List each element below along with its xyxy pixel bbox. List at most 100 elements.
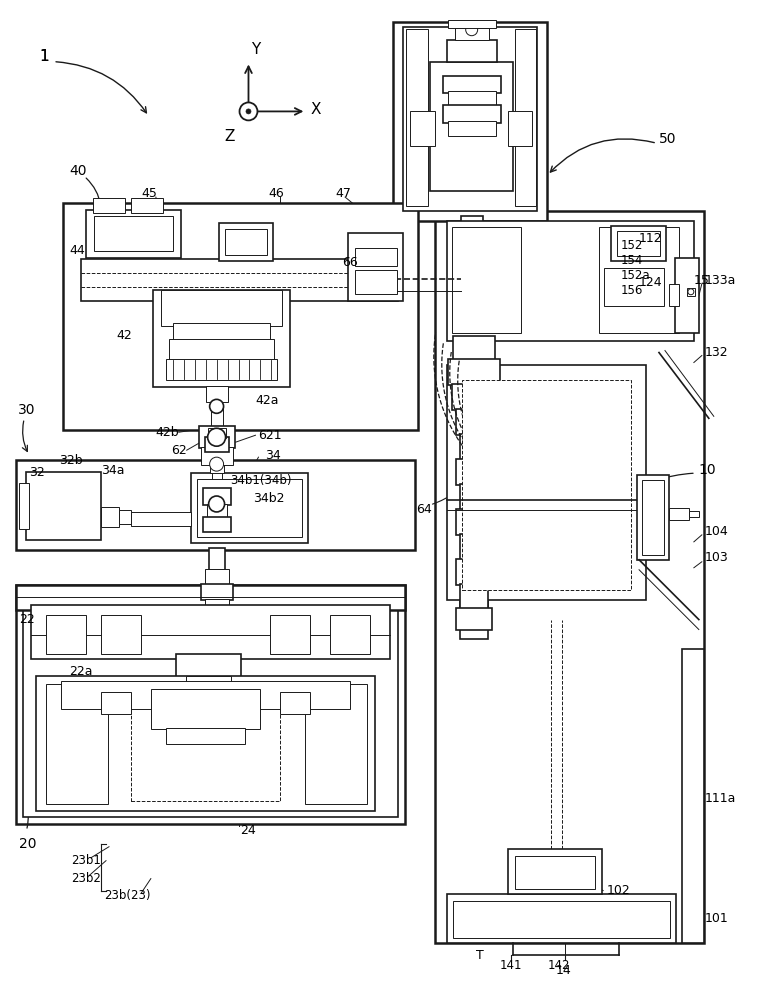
Bar (456, 459, 491, 485)
Text: 133a: 133a (705, 274, 736, 287)
Bar (206, 386, 228, 402)
Bar (507, 849, 602, 894)
Text: 23b1: 23b1 (71, 854, 101, 867)
Bar (166, 728, 245, 744)
Bar (637, 475, 669, 560)
Bar (16, 585, 405, 824)
Bar (209, 449, 224, 473)
Bar (453, 336, 494, 361)
Text: 22a: 22a (69, 665, 92, 678)
Bar (430, 62, 513, 191)
Text: 42a: 42a (255, 394, 279, 407)
Text: 111a: 111a (705, 792, 736, 805)
Text: 22: 22 (19, 613, 35, 626)
Bar (131, 683, 280, 801)
Bar (16, 585, 405, 610)
Bar (447, 221, 694, 341)
Text: 112: 112 (639, 232, 662, 245)
Bar (393, 22, 547, 221)
Bar (196, 479, 303, 537)
Bar (461, 216, 483, 266)
Bar (617, 231, 660, 256)
Bar (211, 405, 222, 430)
Bar (166, 359, 277, 380)
Bar (160, 290, 283, 326)
Text: 32b: 32b (59, 454, 83, 467)
Bar (403, 27, 537, 211)
Bar (675, 258, 699, 333)
Bar (611, 226, 666, 261)
Bar (47, 615, 86, 654)
Circle shape (208, 428, 225, 446)
Bar (406, 29, 428, 206)
Bar (270, 615, 310, 654)
Text: 23b2: 23b2 (71, 872, 101, 885)
Text: 66: 66 (342, 256, 358, 269)
Text: Y: Y (251, 42, 261, 57)
Text: 621: 621 (258, 429, 282, 442)
Text: 124: 124 (639, 276, 662, 289)
Bar (212, 464, 222, 490)
Bar (410, 111, 435, 146)
Bar (466, 306, 478, 430)
Bar (456, 409, 491, 435)
Text: T: T (476, 949, 484, 962)
Bar (355, 270, 397, 294)
Bar (93, 198, 125, 213)
Bar (205, 599, 228, 615)
Bar (205, 437, 228, 452)
Bar (219, 223, 274, 261)
Bar (306, 684, 367, 804)
Text: 50: 50 (659, 132, 676, 146)
Bar (460, 434, 487, 460)
Text: 15: 15 (694, 274, 710, 287)
Bar (36, 676, 375, 811)
Text: 64: 64 (416, 503, 432, 516)
Bar (225, 229, 267, 255)
Bar (205, 569, 228, 585)
Bar (209, 614, 225, 630)
Text: 42b: 42b (156, 426, 180, 439)
Bar (191, 473, 308, 543)
Bar (453, 901, 670, 938)
Bar (642, 480, 664, 555)
Bar (31, 605, 390, 659)
Text: 154: 154 (621, 254, 643, 267)
Bar (151, 689, 261, 729)
Text: 30: 30 (18, 403, 36, 417)
Bar (447, 894, 676, 943)
Text: 102: 102 (606, 884, 630, 897)
Bar (191, 693, 225, 709)
Text: 44: 44 (69, 244, 85, 257)
Bar (119, 510, 131, 524)
Text: X: X (310, 102, 321, 117)
Text: 14: 14 (555, 964, 571, 977)
Bar (201, 447, 232, 465)
Bar (101, 507, 119, 527)
Bar (689, 511, 699, 517)
Circle shape (209, 457, 224, 471)
Text: 132: 132 (705, 346, 728, 359)
Text: 141: 141 (500, 959, 522, 972)
Bar (202, 517, 231, 532)
Bar (131, 198, 163, 213)
Bar (456, 509, 491, 535)
Bar (81, 259, 398, 301)
Bar (455, 28, 489, 40)
Text: 42: 42 (116, 329, 131, 342)
Bar (348, 233, 403, 301)
Text: 1: 1 (39, 49, 49, 64)
Bar (101, 615, 141, 654)
Bar (669, 284, 679, 306)
Bar (186, 676, 231, 694)
Bar (682, 649, 704, 943)
Circle shape (466, 24, 478, 36)
Bar (355, 248, 397, 266)
Text: 45: 45 (141, 187, 157, 200)
Text: 32: 32 (29, 466, 45, 479)
Bar (448, 91, 496, 106)
Bar (514, 856, 595, 889)
Bar (669, 508, 689, 520)
Bar (456, 608, 491, 630)
Circle shape (209, 399, 224, 413)
